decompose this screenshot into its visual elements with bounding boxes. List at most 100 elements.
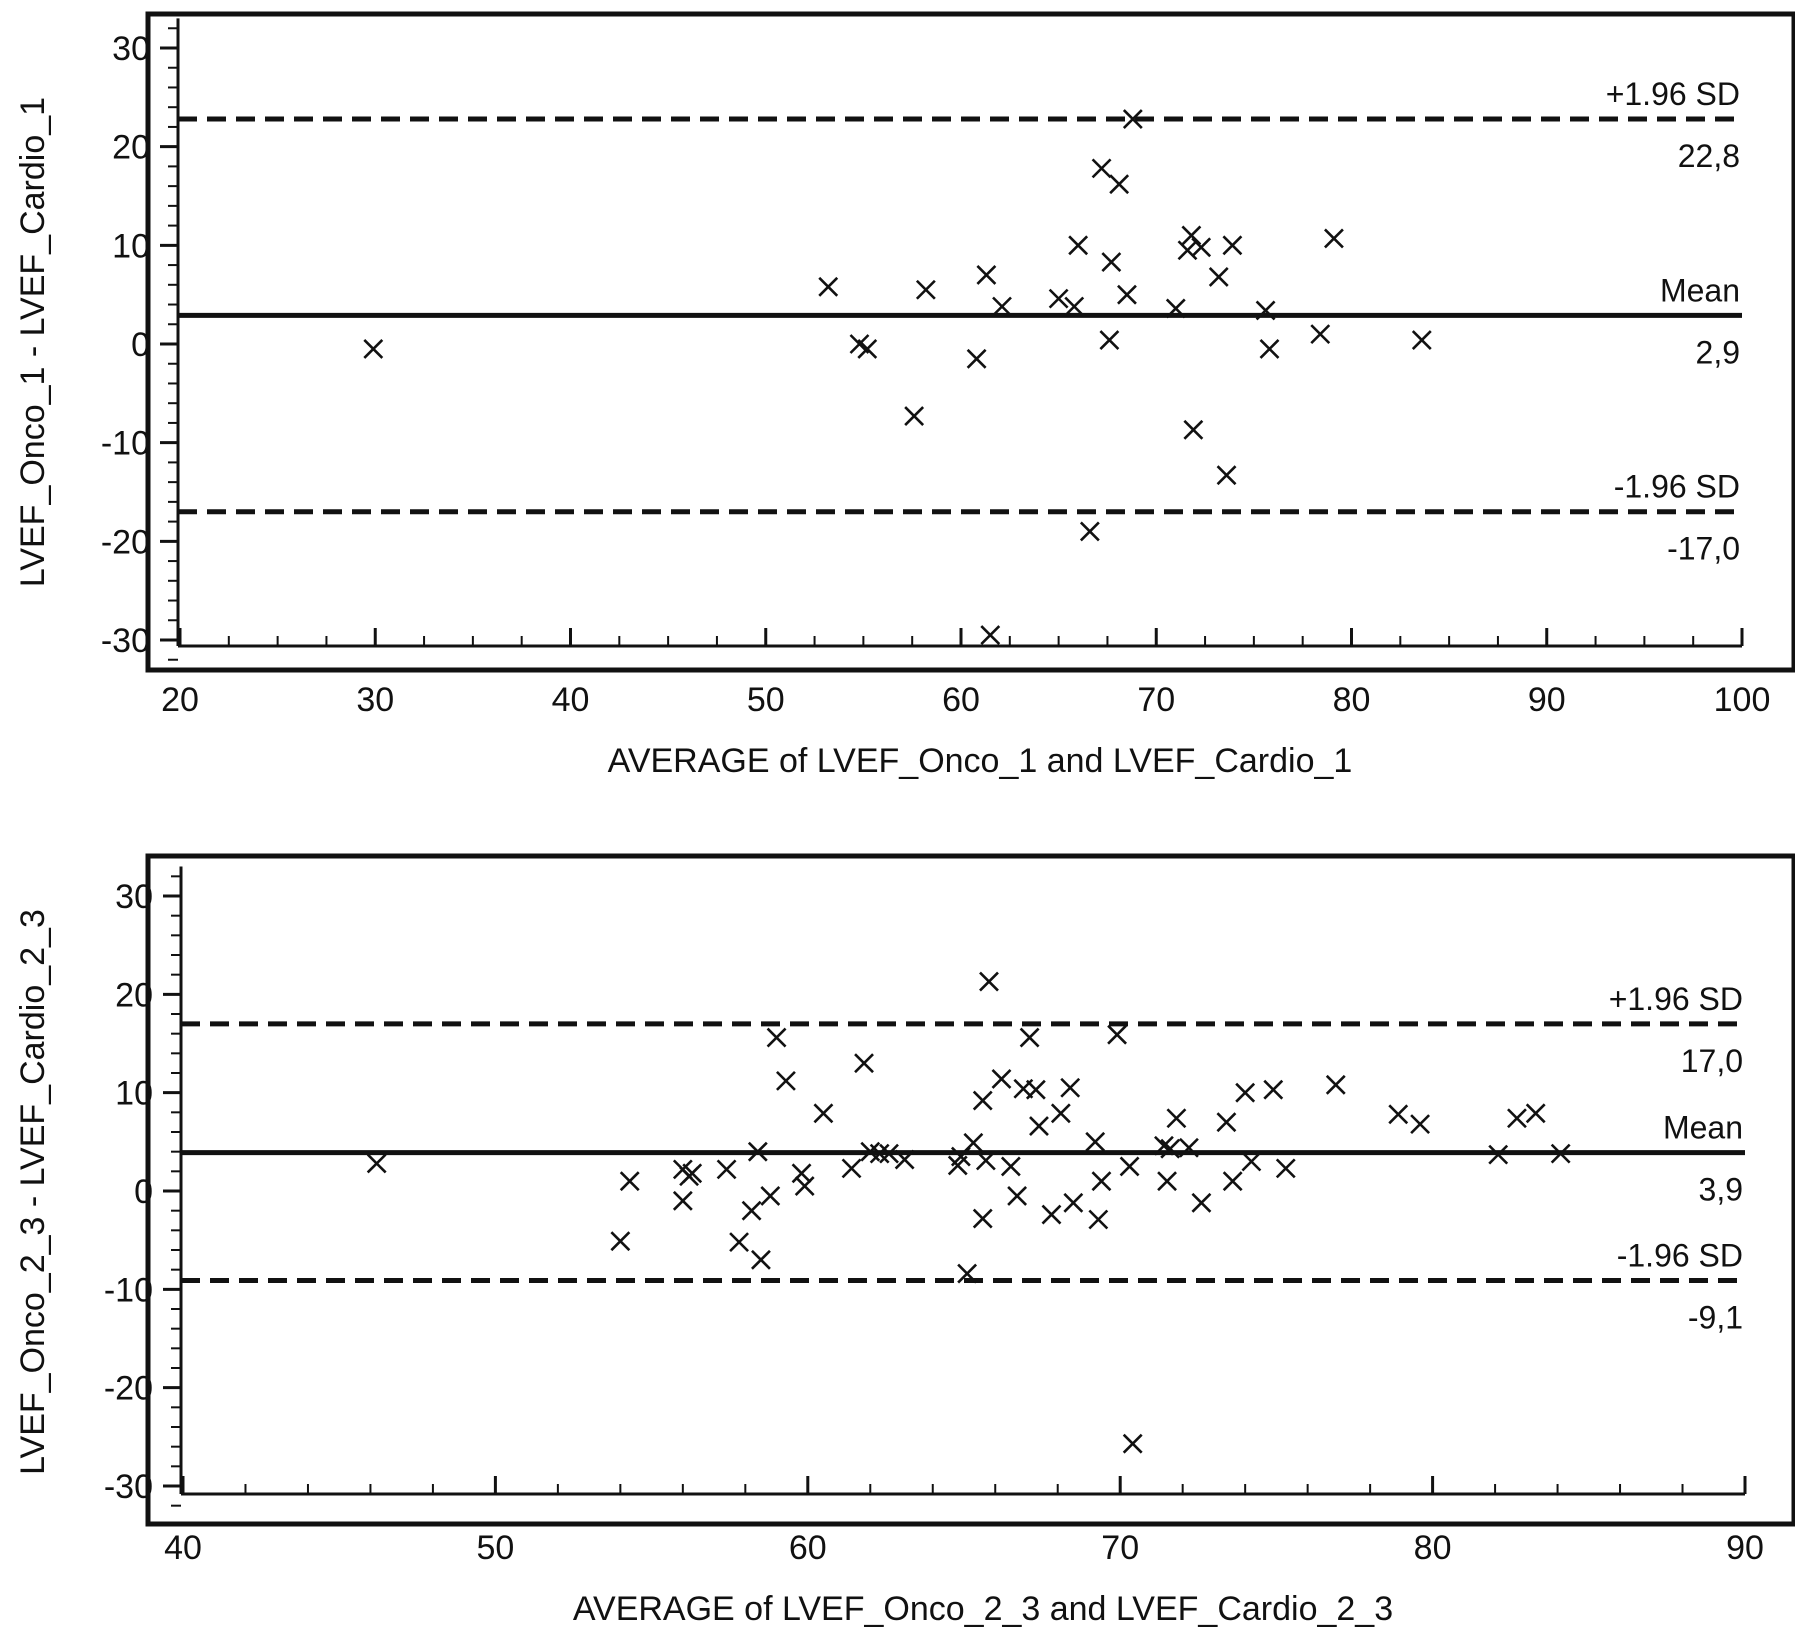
- y-tick-label: -30: [104, 1468, 153, 1506]
- data-point: [682, 1163, 703, 1184]
- data-point: [366, 1153, 387, 1174]
- data-point: [1388, 1104, 1409, 1125]
- data-point: [1091, 158, 1112, 179]
- data-point: [904, 406, 925, 426]
- data-point: [1208, 266, 1229, 287]
- reference-line-name: +1.96 SD: [1609, 981, 1743, 1017]
- data-point: [1122, 1433, 1143, 1454]
- y-tick-label: -10: [101, 425, 150, 463]
- y-tick-label: 30: [115, 878, 153, 916]
- data-point: [1091, 1171, 1112, 1192]
- data-point: [747, 1141, 768, 1162]
- x-tick-label: 60: [789, 1529, 827, 1567]
- data-point: [1263, 1079, 1284, 1100]
- y-tick-label: -30: [101, 622, 150, 660]
- y-tick-label: 30: [112, 30, 150, 68]
- data-point: [791, 1163, 812, 1184]
- data-point: [1060, 1077, 1081, 1098]
- data-point: [992, 296, 1012, 317]
- data-point: [975, 1150, 996, 1171]
- data-point: [1048, 288, 1069, 309]
- data-point: [1107, 1024, 1127, 1045]
- reference-line-name: -1.96 SD: [1617, 1237, 1743, 1273]
- data-point: [794, 1176, 815, 1197]
- data-point: [1101, 252, 1122, 273]
- data-point: [1117, 284, 1137, 305]
- y-tick-label: 0: [134, 1173, 153, 1211]
- data-point: [619, 1171, 640, 1192]
- data-point: [1160, 1138, 1181, 1159]
- data-point: [363, 339, 384, 359]
- reference-line-name: Mean: [1660, 272, 1740, 308]
- data-point: [1050, 1103, 1071, 1124]
- data-point: [1165, 298, 1186, 319]
- data-point: [1154, 1135, 1174, 1156]
- data-point: [980, 625, 1001, 645]
- y-tick-label: 10: [112, 227, 150, 265]
- data-point: [1088, 1209, 1109, 1230]
- x-tick-label: 40: [552, 681, 590, 719]
- y-tick-label: 20: [112, 129, 150, 167]
- x-tick-label: 40: [164, 1529, 202, 1567]
- data-point: [1079, 521, 1100, 542]
- x-tick-label: 70: [1137, 681, 1175, 719]
- data-point: [1099, 330, 1120, 350]
- data-point: [915, 279, 936, 300]
- data-point: [1179, 1137, 1199, 1158]
- reference-line-value: 3,9: [1699, 1172, 1743, 1208]
- data-point: [854, 1053, 874, 1074]
- data-point: [1310, 324, 1331, 345]
- bland-altman-plot-2: -30 -20 -10 0 10 20 30 40 50 60 70 80 90 AVERAGE of L…: [14, 853, 1795, 1628]
- data-point: [1109, 174, 1130, 195]
- data-point: [1259, 339, 1280, 359]
- data-point: [841, 1158, 862, 1179]
- data-point: [979, 971, 999, 992]
- x-tick-label: 50: [476, 1529, 514, 1567]
- data-point: [1235, 1082, 1256, 1103]
- data-point: [1166, 1108, 1187, 1129]
- data-point: [1181, 225, 1202, 246]
- data-point: [972, 1090, 993, 1111]
- data-point: [1325, 1074, 1346, 1095]
- data-point: [751, 1249, 771, 1270]
- plot-frame: [145, 853, 1795, 1527]
- data-point: [1122, 109, 1143, 129]
- y-tick-label: -20: [104, 1370, 153, 1408]
- data-point: [1191, 1192, 1212, 1213]
- data-point: [1025, 1079, 1046, 1100]
- x-tick-label: 20: [161, 681, 199, 719]
- data-point: [1550, 1143, 1571, 1164]
- bland-altman-plot-1: -30 -20 -10 0 10 20 30 20 30 40 50 60 70 80 90 100 AVERA…: [14, 11, 1795, 780]
- data-point: [766, 1027, 787, 1048]
- data-point: [1177, 240, 1198, 261]
- data-point: [1241, 1151, 1262, 1172]
- data-point: [879, 1143, 899, 1164]
- data-point: [813, 1103, 834, 1124]
- data-point: [818, 276, 839, 297]
- reference-line-name: -1.96 SD: [1614, 469, 1740, 505]
- reference-line-value: 22,8: [1678, 138, 1740, 174]
- x-tick-label: 80: [1414, 1529, 1452, 1567]
- reference-line-value: 17,0: [1681, 1043, 1743, 1079]
- data-point: [1222, 1171, 1243, 1192]
- data-point: [857, 339, 878, 359]
- x-tick-label: 100: [1714, 681, 1771, 719]
- data-point: [1000, 1156, 1021, 1177]
- data-point: [1410, 1114, 1431, 1135]
- data-point: [991, 1068, 1012, 1089]
- data-point: [729, 1232, 749, 1253]
- data-point: [1191, 237, 1212, 258]
- reference-line-value: 2,9: [1696, 334, 1740, 370]
- x-tick-label: 30: [356, 681, 394, 719]
- data-point: [1255, 300, 1276, 321]
- x-tick-label: 70: [1101, 1529, 1139, 1567]
- data-point: [1019, 1027, 1040, 1048]
- data-point: [776, 1070, 796, 1091]
- data-point: [1063, 1192, 1084, 1213]
- x-axis-title: AVERAGE of LVEF_Onco_1 and LVEF_Cardio_1: [608, 742, 1353, 780]
- data-point: [1085, 1131, 1106, 1152]
- data-point: [1488, 1144, 1509, 1165]
- x-tick-label: 90: [1528, 681, 1566, 719]
- data-point: [610, 1231, 631, 1252]
